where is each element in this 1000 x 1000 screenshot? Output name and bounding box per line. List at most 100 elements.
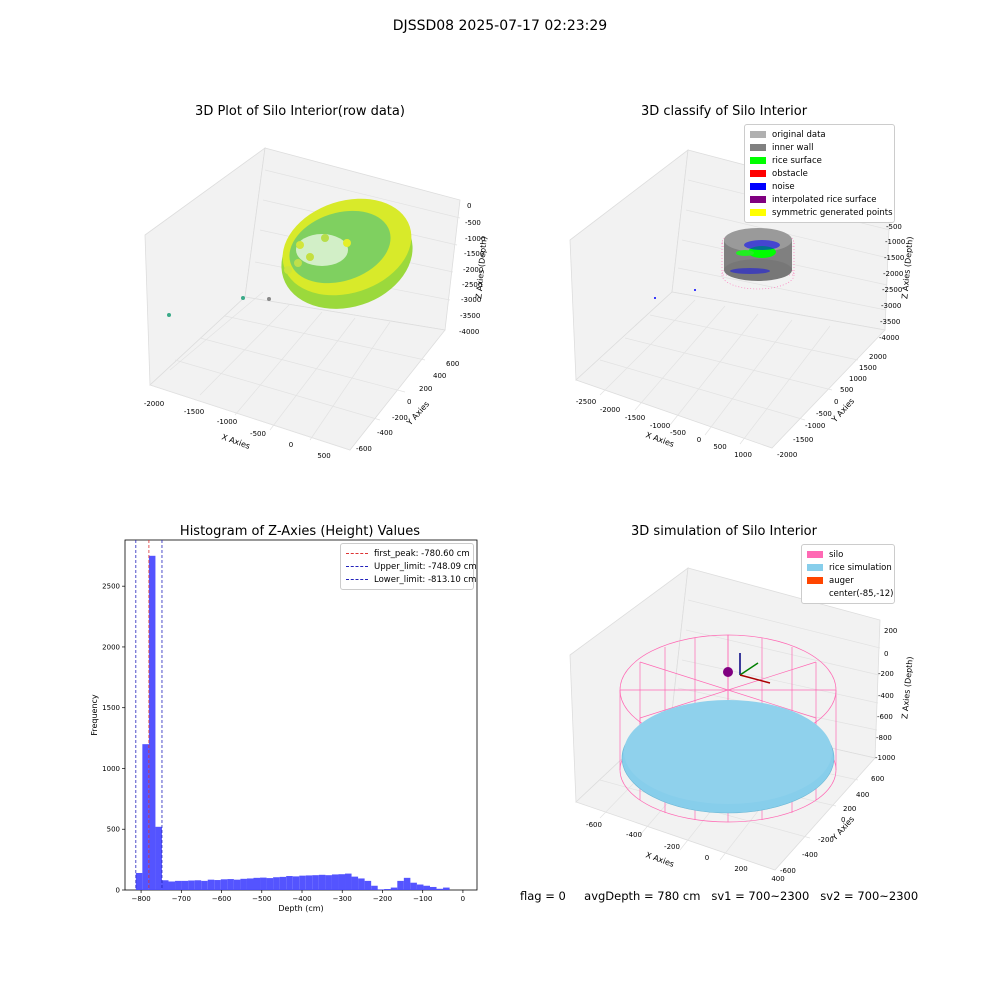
histogram-bar <box>364 880 372 890</box>
histogram-bar <box>436 888 444 890</box>
legend-label: rice surface <box>772 155 822 166</box>
histogram-bar <box>135 872 143 890</box>
legend-item-auger: auger <box>807 574 889 587</box>
raw-xtick: 500 <box>317 452 330 460</box>
classify-xtick: -2500 <box>576 398 596 406</box>
raw-3d-plot: -2000 -1500 -1000 -500 0 500 -600 -400 -… <box>144 147 489 460</box>
histogram-bar <box>168 881 176 890</box>
histogram-bar <box>429 886 437 890</box>
histogram-bar <box>305 875 313 890</box>
raw-xtick: -1000 <box>217 418 237 426</box>
legend-label: silo <box>829 549 844 560</box>
classify-plot-title: 3D classify of Silo Interior <box>640 104 808 119</box>
simulation-ztick: 200 <box>884 627 897 635</box>
classify-xtick: 0 <box>697 436 701 444</box>
histogram-bar <box>443 887 450 890</box>
legend-swatch <box>750 196 766 203</box>
histogram-bar <box>181 880 189 890</box>
y-tick-label: 1500 <box>102 704 120 712</box>
histogram-bar <box>201 880 208 890</box>
simulation-ytick: 400 <box>856 791 869 799</box>
legend-label: first_peak: -780.60 cm <box>374 548 470 559</box>
histogram-bars <box>135 555 450 890</box>
legend-label: Upper_limit: -748.09 cm <box>374 561 477 572</box>
histogram-bar <box>286 876 293 890</box>
simulation-ztick: -1000 <box>875 754 895 762</box>
legend-label: inner wall <box>772 142 814 153</box>
histogram-bar <box>292 876 300 890</box>
classify-xtick: -1500 <box>625 414 645 422</box>
legend-label: auger <box>829 575 854 586</box>
legend-label: original data <box>772 129 826 140</box>
histogram-bar <box>299 875 306 890</box>
legend-swatch <box>750 209 766 216</box>
classify-ztick: -2000 <box>883 270 903 278</box>
simulation-ytick: -600 <box>780 867 796 875</box>
histogram-bar <box>325 875 332 890</box>
legend-swatch <box>750 157 766 164</box>
simulation-3d-plot: -600 -400 -200 0 200 400 -600 -400 -200 … <box>569 567 915 883</box>
histogram-bar <box>148 555 156 890</box>
histogram-reference-lines <box>135 540 163 890</box>
raw-plot-title: 3D Plot of Silo Interior(row data) <box>195 104 405 119</box>
legend-swatch <box>807 564 823 571</box>
simulation-ytick: 0 <box>841 816 845 824</box>
classify-ytick: 0 <box>834 398 838 406</box>
y-tick-label: 500 <box>107 826 120 834</box>
histogram-bar <box>384 889 391 890</box>
histogram-bar <box>312 875 319 890</box>
histogram-bar <box>155 826 162 890</box>
histogram-bar <box>220 879 228 890</box>
y-tick-label: 0 <box>116 887 120 895</box>
classify-xtick: -500 <box>670 429 686 437</box>
simulation-ztick: 0 <box>884 650 888 658</box>
histogram-bar <box>175 880 182 890</box>
legend-label: noise <box>772 181 795 192</box>
simulation-xtick: 200 <box>734 865 747 873</box>
simulation-ztick: -400 <box>878 692 894 700</box>
histogram-legend: first_peak: -780.60 cm Upper_limit: -748… <box>340 543 477 590</box>
histogram-bar <box>273 877 280 890</box>
simulation-ytick: 200 <box>843 805 856 813</box>
legend-item-rice-simulation: rice simulation <box>807 561 892 574</box>
classify-ztick: -3500 <box>880 318 900 326</box>
simulation-plot-title: 3D simulation of Silo Interior <box>631 524 817 539</box>
x-tick-label: −200 <box>373 895 392 903</box>
legend-label: rice simulation <box>829 562 892 573</box>
raw-ztick: -3000 <box>461 296 481 304</box>
classify-xtick: 500 <box>713 443 726 451</box>
classify-legend: original data inner wall rice surface ob… <box>744 124 895 223</box>
raw-ztick: -4000 <box>459 328 479 336</box>
histogram-ticks: −800 −700 −600 −500 −400 −300 −200 −100 0 0 500 100… <box>102 583 465 903</box>
legend-item-first-peak: first_peak: -780.60 cm <box>346 547 470 560</box>
classify-ztick: -1500 <box>884 254 904 262</box>
legend-swatch <box>807 551 823 558</box>
histogram-bar <box>397 880 404 890</box>
raw-ztick: 0 <box>467 202 471 210</box>
classify-ztick: -2500 <box>882 286 902 294</box>
classify-ytick: -1000 <box>805 422 825 430</box>
simulation-ztick: -600 <box>877 713 893 721</box>
raw-ytick: 0 <box>407 398 411 406</box>
simulation-ytick: 600 <box>871 775 884 783</box>
simulation-ytick: -400 <box>802 851 818 859</box>
simulation-xtick: 0 <box>705 854 709 862</box>
histogram-bar <box>338 874 346 890</box>
x-tick-label: −800 <box>131 895 150 903</box>
histogram-bar <box>233 879 241 890</box>
histogram-bar <box>188 880 195 890</box>
histogram-bar <box>416 884 424 890</box>
simulation-xtick: -200 <box>664 843 680 851</box>
simulation-ytick: -200 <box>818 836 834 844</box>
legend-swatch <box>750 183 766 190</box>
classify-ztick: -500 <box>886 223 902 231</box>
y-tick-label: 2000 <box>102 643 120 651</box>
histogram-y-label: Frequency <box>90 694 99 736</box>
raw-xtick: -500 <box>250 430 266 438</box>
histogram-bar <box>423 885 430 890</box>
histogram-chart: −800 −700 −600 −500 −400 −300 −200 −100 0 0 500 100… <box>90 539 478 913</box>
classify-3d-plot: -2500 -2000 -1500 -1000 -500 0 500 1000 … <box>569 149 915 459</box>
legend-swatch <box>807 577 823 584</box>
flag-text: flag = 0 <box>520 889 566 903</box>
status-footer: flag = 0 avgDepth = 780 cm sv1 = 700~230… <box>520 889 918 903</box>
